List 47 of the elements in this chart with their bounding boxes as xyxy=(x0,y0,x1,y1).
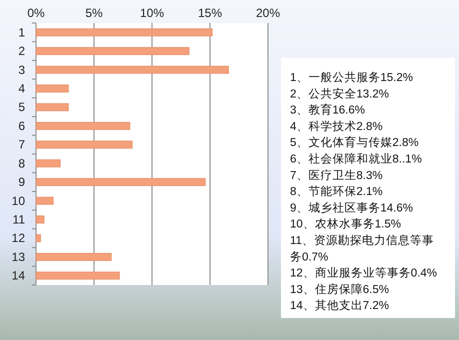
y-tick-label: 4 xyxy=(18,82,26,96)
bar xyxy=(36,252,112,261)
text: 3、教育16.6% xyxy=(290,102,366,117)
text: 10、农林水事务1.5% xyxy=(290,218,402,231)
text: 5、文化体育与传媒2.8% xyxy=(290,135,419,150)
y-tick-label: 2 xyxy=(18,44,26,58)
bar xyxy=(36,159,61,168)
y-tick-label: 5 xyxy=(18,100,26,114)
text: 13、住房保障6.5% xyxy=(290,282,390,296)
x-tick-label: 5% xyxy=(85,6,103,20)
y-tick-label: 8 xyxy=(18,156,26,170)
y-tick-label: 10 xyxy=(12,194,26,208)
x-tick-label: 10% xyxy=(140,6,164,20)
text: 7、医疗卫生8.3% xyxy=(290,168,383,182)
text: 4、科学技术2.8% xyxy=(290,120,383,133)
bar xyxy=(36,84,69,92)
text: 12、商业服务业等事务0.4% xyxy=(290,266,438,280)
y-tick-label: 13 xyxy=(12,250,26,264)
bar xyxy=(36,234,41,242)
y-tick-label: 14 xyxy=(12,268,26,283)
y-tick-label: 9 xyxy=(18,175,26,190)
bar xyxy=(36,272,120,280)
text: 2、公共安全13.2% xyxy=(290,86,390,100)
y-tick-label: 1 xyxy=(18,25,26,40)
y-tick-label: 7 xyxy=(18,138,26,152)
y-tick-label: 6 xyxy=(18,118,26,133)
text: 11、资源勘探电力信息等事务0.7% xyxy=(290,234,434,264)
bar xyxy=(36,216,44,224)
text: 6、社会保障和就业8..1% xyxy=(290,152,422,166)
bar xyxy=(36,66,229,74)
bar xyxy=(36,178,206,186)
bar xyxy=(36,196,54,205)
bar xyxy=(36,47,190,56)
bar xyxy=(36,140,133,149)
x-tick-label: 0% xyxy=(27,6,45,20)
bar xyxy=(36,122,130,130)
y-tick-label: 11 xyxy=(12,212,26,226)
bar xyxy=(36,103,69,112)
bar xyxy=(36,28,213,36)
text: 8、节能环保2.1% xyxy=(290,185,383,198)
x-tick-label: 20% xyxy=(256,6,280,20)
text: 9、城乡社区事务14.6% xyxy=(290,201,414,214)
text: 14、其他支出7.2% xyxy=(290,299,390,312)
y-tick-label: 12 xyxy=(12,231,26,246)
x-tick-label: 15% xyxy=(198,6,222,20)
text: 1、一般公共服务15.2% xyxy=(290,71,414,84)
y-tick-label: 3 xyxy=(18,62,26,77)
